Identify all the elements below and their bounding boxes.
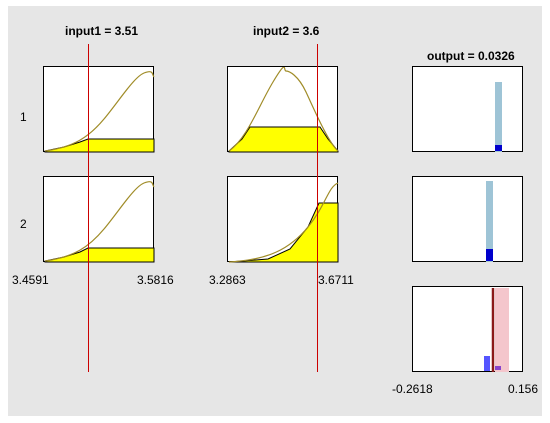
input2-cursor-line[interactable] — [317, 44, 318, 372]
output-title: output = 0.0326 — [427, 49, 515, 63]
input2-rule2-plot — [227, 176, 339, 263]
output-rule2-bar — [486, 181, 493, 262]
input1-rule1-plot — [43, 66, 155, 153]
input2-rule1-mf-graphic — [228, 67, 339, 153]
output-rule1-plot — [412, 66, 523, 152]
input1-rule2-plot — [43, 176, 155, 263]
output-aggregate-plot — [412, 286, 523, 372]
output-min-label: -0.2618 — [392, 382, 433, 396]
input2-rule2-mf-graphic — [228, 182, 339, 263]
output-aggregate-graphic — [484, 288, 509, 372]
input1-cursor-line[interactable] — [88, 44, 89, 372]
input2-title: input2 = 3.6 — [253, 24, 320, 38]
input1-title: input1 = 3.51 — [65, 24, 139, 38]
rule-viewer-panel: input1 = 3.51 input2 = 3.6 output = 0.03… — [8, 6, 542, 416]
input1-rule1-mf-graphic — [44, 71, 155, 153]
output-rule1-bar — [495, 82, 502, 152]
input1-rule2-mf-graphic — [44, 181, 155, 263]
input1-min-label: 3.4591 — [12, 273, 49, 287]
input2-min-label: 3.2863 — [209, 273, 246, 287]
output-rule2-plot — [412, 176, 523, 262]
input2-rule1-plot — [227, 66, 339, 153]
output-max-label: 0.156 — [508, 382, 539, 396]
rule-number-1[interactable]: 1 — [20, 110, 27, 124]
input2-max-label: 3.6711 — [318, 273, 354, 287]
input1-max-label: 3.5816 — [137, 273, 174, 287]
rule-number-2[interactable]: 2 — [20, 217, 27, 231]
